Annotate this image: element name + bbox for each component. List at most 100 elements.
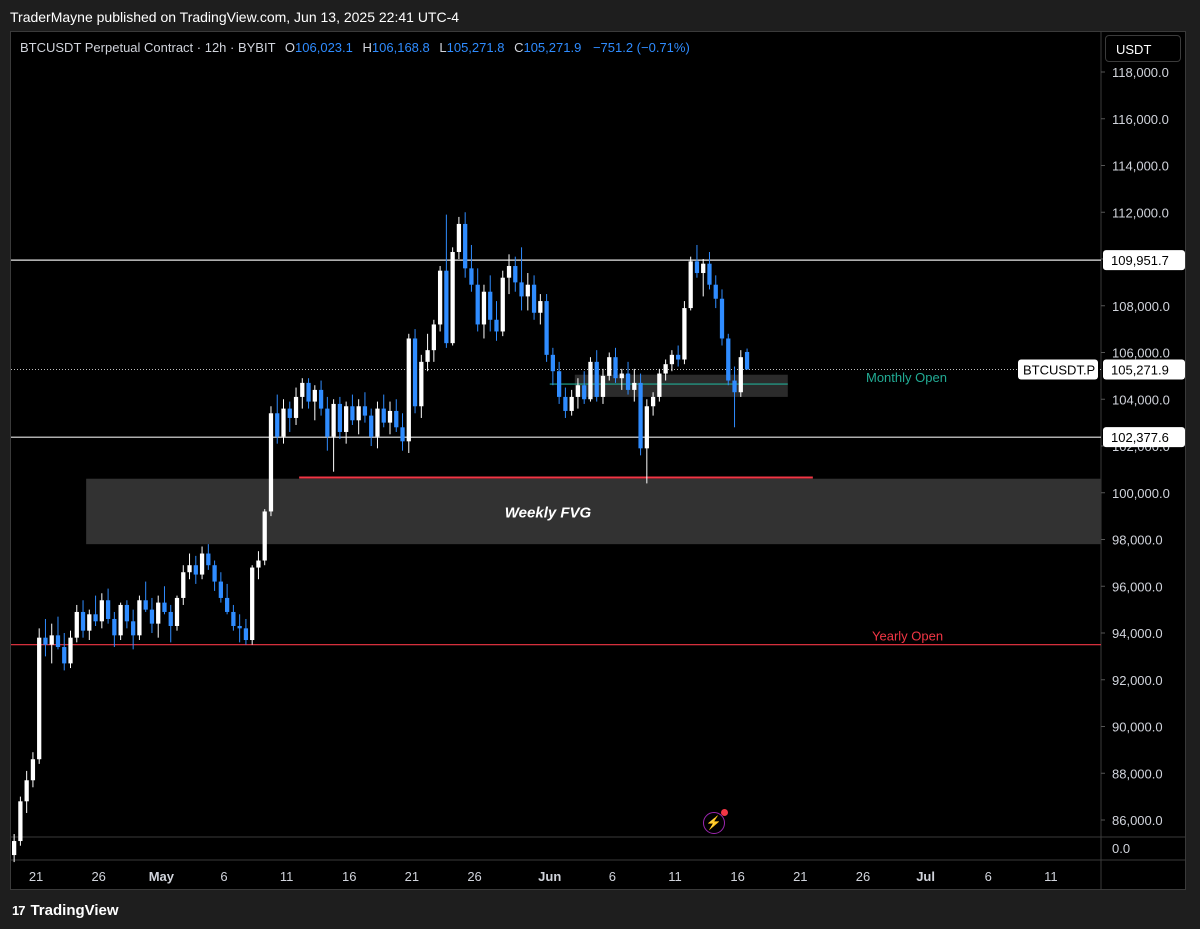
candle-body[interactable]	[563, 396, 568, 411]
candle-body[interactable]	[325, 408, 330, 437]
candle-body[interactable]	[650, 396, 656, 407]
candle-body[interactable]	[293, 396, 299, 418]
candle-body[interactable]	[632, 382, 637, 390]
candle-body[interactable]	[87, 614, 92, 631]
candle-body[interactable]	[688, 261, 693, 309]
candle-body[interactable]	[174, 597, 180, 626]
candle-body[interactable]	[218, 581, 223, 598]
candle-body[interactable]	[30, 759, 36, 781]
candle-body[interactable]	[162, 602, 167, 612]
candle-body[interactable]	[156, 602, 161, 624]
candle-body[interactable]	[37, 637, 42, 760]
candle-body[interactable]	[550, 354, 555, 372]
candle-body[interactable]	[456, 223, 462, 252]
candle-body[interactable]	[506, 266, 512, 278]
candle-body[interactable]	[43, 637, 48, 645]
candle-body[interactable]	[68, 637, 73, 664]
candle-body[interactable]	[381, 408, 386, 423]
candle-body[interactable]	[268, 413, 274, 512]
candle-body[interactable]	[488, 291, 493, 320]
candle-body[interactable]	[669, 354, 675, 365]
candle-body[interactable]	[500, 277, 505, 332]
candle-body[interactable]	[181, 572, 186, 598]
candle-body[interactable]	[143, 600, 148, 610]
candle-body[interactable]	[344, 406, 349, 432]
candle-body[interactable]	[525, 284, 530, 297]
candle-body[interactable]	[237, 625, 242, 629]
candle-body[interactable]	[137, 600, 142, 636]
candle-body[interactable]	[557, 371, 562, 397]
candle-body[interactable]	[425, 350, 430, 362]
candle-body[interactable]	[663, 364, 668, 374]
candle-body[interactable]	[437, 270, 443, 325]
candle-body[interactable]	[575, 385, 581, 397]
candle-body[interactable]	[12, 841, 17, 856]
tradingview-brand[interactable]: 17 TradingView	[12, 902, 119, 919]
candle-body[interactable]	[124, 604, 130, 622]
candle-body[interactable]	[300, 382, 305, 397]
candle-body[interactable]	[719, 298, 725, 339]
candle-body[interactable]	[131, 621, 136, 636]
candle-body[interactable]	[657, 373, 662, 397]
candle-body[interactable]	[431, 324, 436, 351]
candle-body[interactable]	[519, 282, 524, 297]
candle-body[interactable]	[713, 284, 718, 299]
candle-body[interactable]	[694, 261, 700, 274]
candle-body[interactable]	[544, 301, 549, 355]
candle-body[interactable]	[99, 600, 104, 622]
candle-body[interactable]	[638, 382, 643, 449]
candle-body[interactable]	[625, 373, 631, 390]
candle-body[interactable]	[243, 628, 249, 641]
candle-body[interactable]	[49, 635, 54, 645]
candle-body[interactable]	[112, 618, 117, 636]
currency-selector[interactable]: USDT	[1105, 35, 1181, 62]
candle-body[interactable]	[362, 406, 368, 416]
candle-body[interactable]	[682, 308, 687, 360]
candle-body[interactable]	[444, 270, 449, 344]
candle-body[interactable]	[62, 647, 67, 664]
candle-body[interactable]	[18, 801, 23, 842]
candle-body[interactable]	[331, 403, 336, 437]
candle-body[interactable]	[206, 553, 211, 566]
candle-body[interactable]	[481, 291, 487, 325]
candle-body[interactable]	[275, 413, 280, 437]
candle-body[interactable]	[224, 597, 230, 612]
candle-body[interactable]	[55, 635, 61, 648]
candle-body[interactable]	[312, 389, 317, 402]
candle-body[interactable]	[732, 380, 737, 393]
candle-body[interactable]	[24, 780, 29, 802]
candle-body[interactable]	[375, 408, 380, 437]
candle-body[interactable]	[450, 251, 455, 344]
candle-body[interactable]	[588, 361, 593, 400]
candle-body[interactable]	[350, 406, 355, 421]
candle-body[interactable]	[105, 600, 111, 619]
candle-body[interactable]	[199, 553, 205, 575]
candle-body[interactable]	[80, 611, 86, 631]
lightning-icon[interactable]: ⚡	[703, 809, 728, 834]
candle-body[interactable]	[387, 410, 393, 423]
candle-body[interactable]	[463, 223, 468, 269]
candle-body[interactable]	[676, 354, 681, 360]
candle-body[interactable]	[400, 427, 405, 442]
candle-body[interactable]	[74, 611, 79, 638]
candle-body[interactable]	[600, 375, 606, 397]
candle-body[interactable]	[93, 614, 98, 622]
candle-body[interactable]	[475, 284, 480, 325]
candle-body[interactable]	[318, 389, 324, 409]
candle-body[interactable]	[337, 403, 343, 432]
candle-body[interactable]	[513, 266, 518, 283]
candle-body[interactable]	[262, 511, 267, 561]
chart-frame[interactable]	[10, 31, 1186, 890]
candle-body[interactable]	[187, 565, 192, 573]
candle-body[interactable]	[250, 567, 255, 641]
candle-body[interactable]	[193, 565, 198, 575]
candle-body[interactable]	[607, 357, 612, 376]
candle-body[interactable]	[619, 373, 624, 379]
candle-body[interactable]	[168, 611, 173, 626]
candle-body[interactable]	[744, 351, 750, 370]
candle-body[interactable]	[644, 406, 649, 449]
candle-body[interactable]	[613, 357, 618, 379]
candle-body[interactable]	[412, 338, 418, 407]
candle-body[interactable]	[287, 408, 292, 418]
